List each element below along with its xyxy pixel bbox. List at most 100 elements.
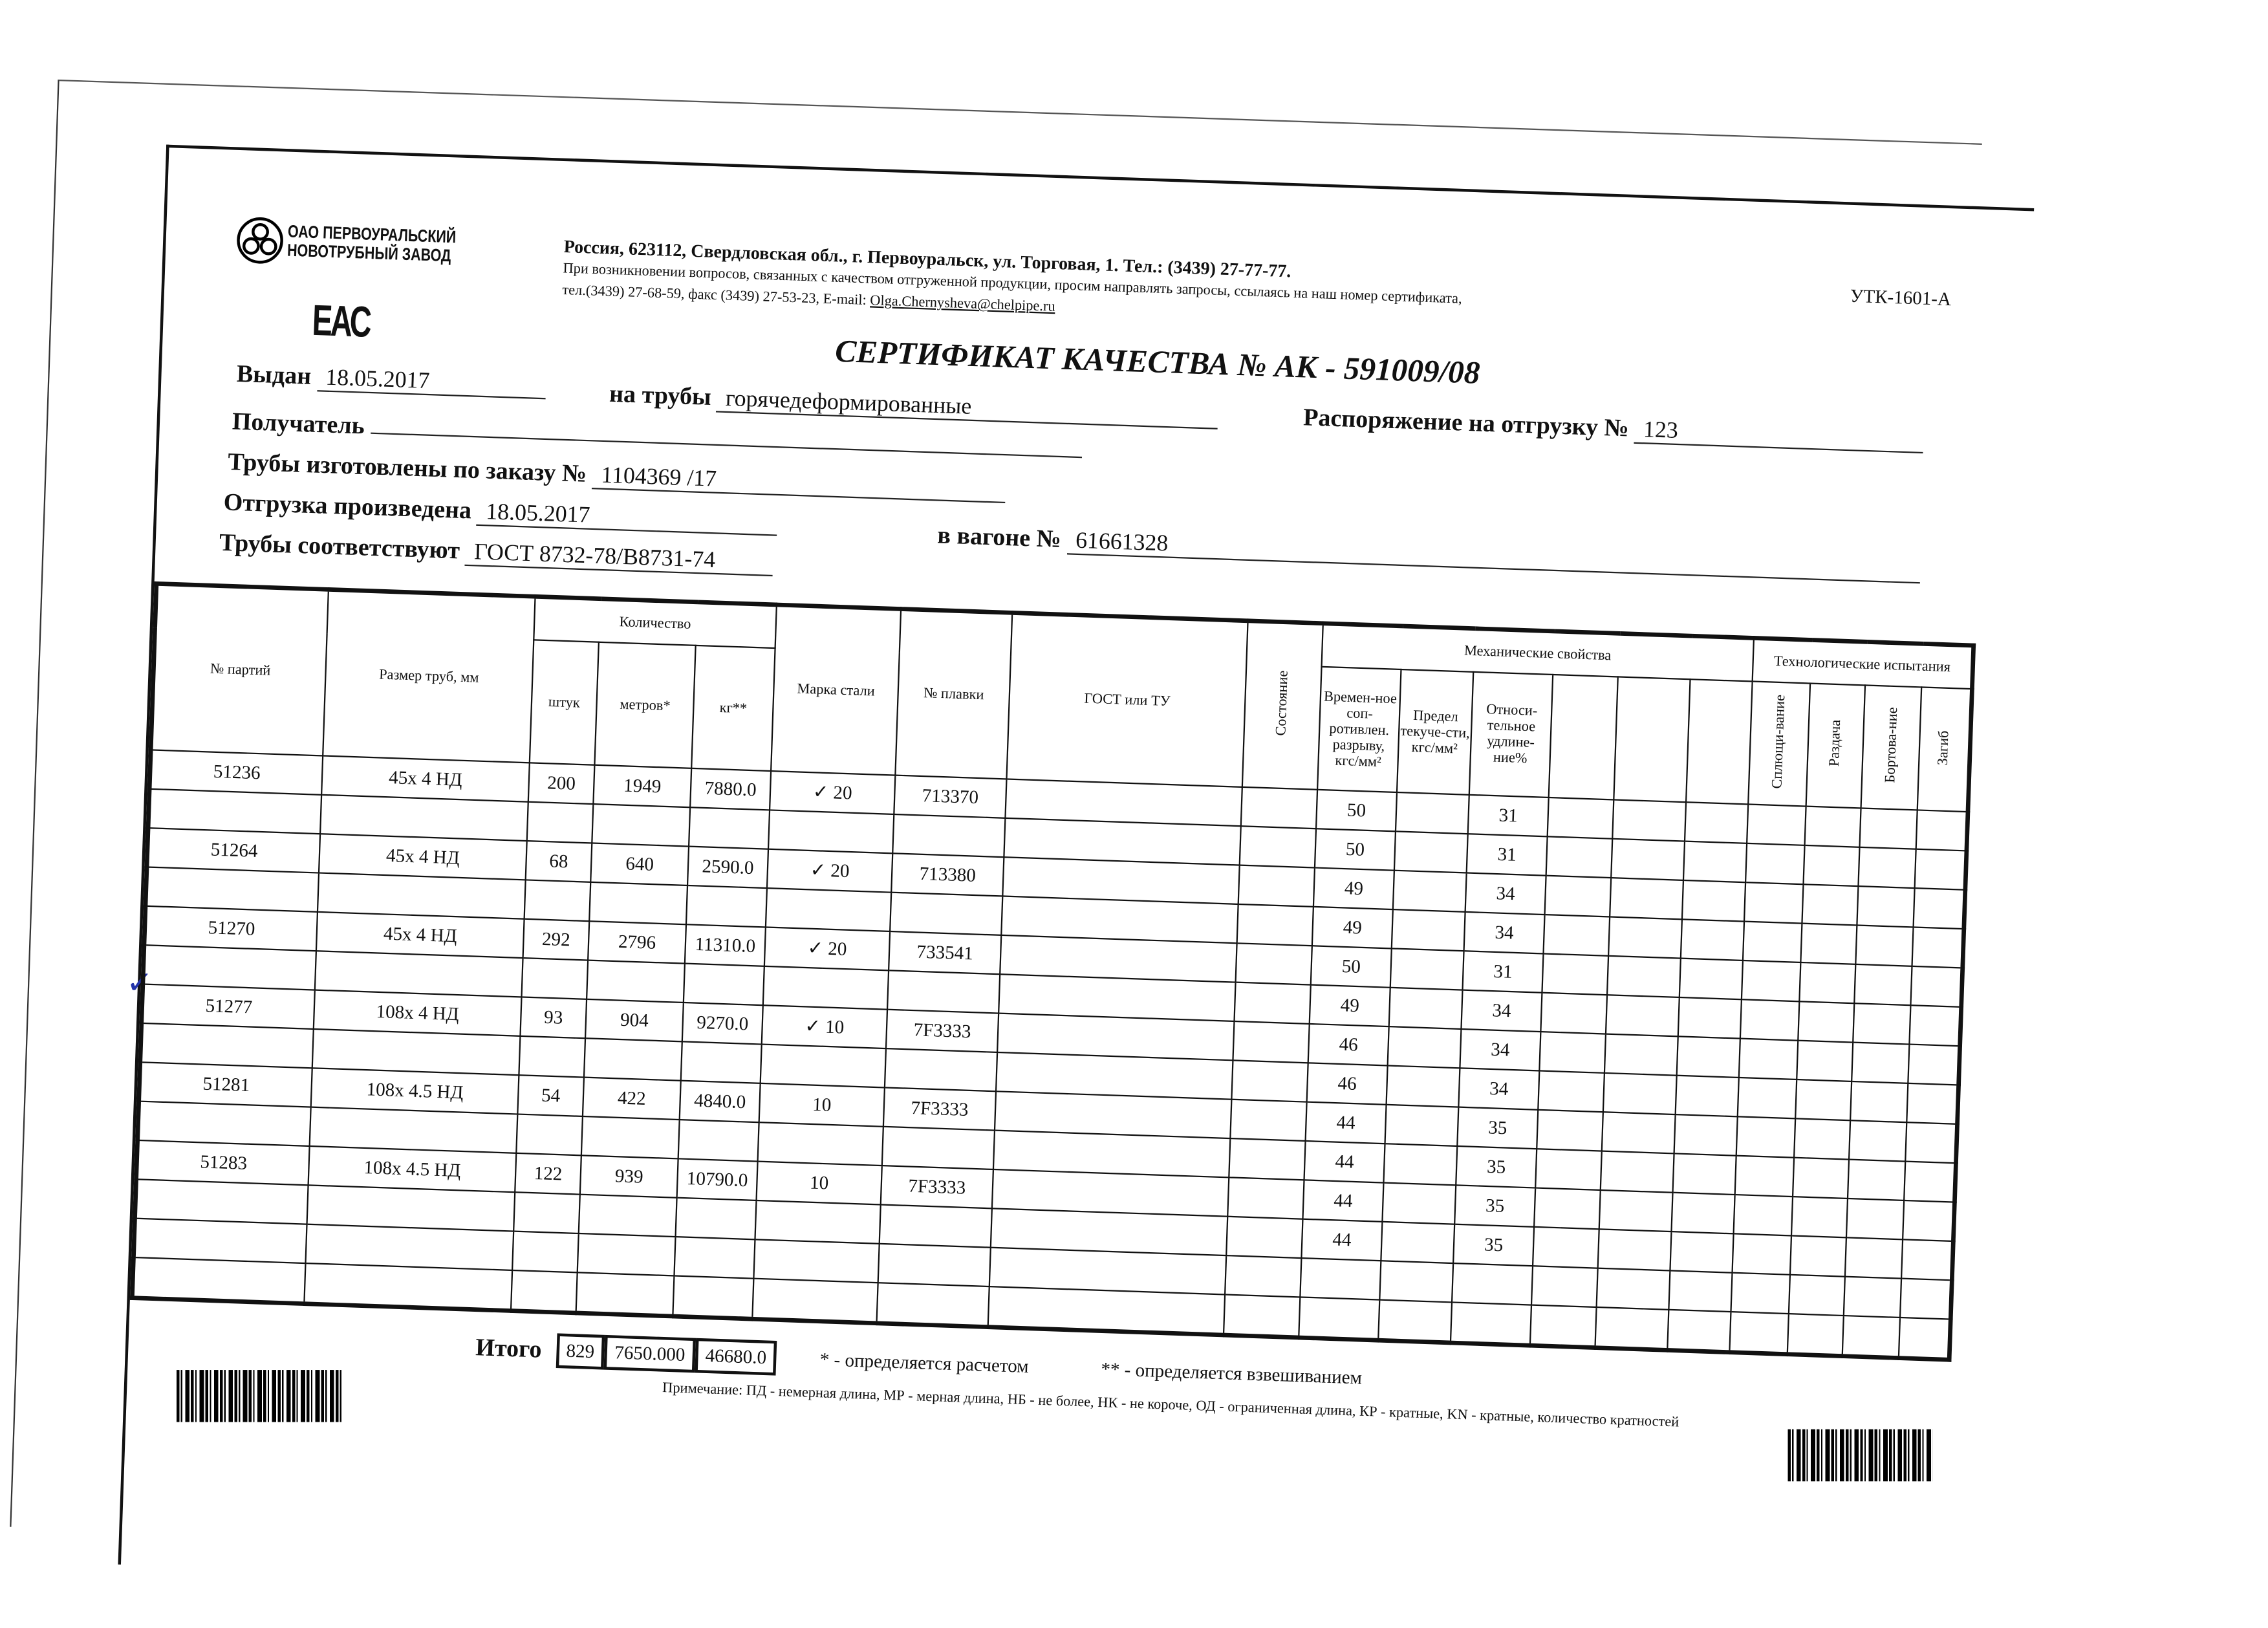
cell-steel: ✓ 20 (766, 849, 893, 893)
table-cell (1234, 982, 1311, 1024)
table-cell (1787, 1314, 1844, 1356)
table-cell (1226, 1216, 1303, 1259)
table-cell (1852, 1042, 1910, 1083)
cell-lot: 51270 (144, 906, 318, 951)
issued-field: Выдан 18.05.2017 (236, 360, 546, 400)
header-meters: метров* (594, 642, 696, 768)
cell-kg: 9270.0 (682, 1002, 763, 1045)
table-cell (1903, 1200, 1955, 1241)
header-elong: Относи-тельное удлине-ние% (1469, 671, 1553, 798)
table-cell (1611, 838, 1685, 880)
cell-steel: ✓ 20 (770, 771, 896, 814)
cell-size (307, 1185, 515, 1232)
table-cell (1789, 1235, 1846, 1277)
cell-elong: 35 (1457, 1107, 1539, 1149)
cell-meters (578, 1194, 677, 1237)
table-cell (1914, 849, 1967, 890)
cell-steel (768, 810, 894, 854)
cell-lot: 51277 (141, 984, 315, 1029)
cell-meters (587, 960, 685, 1003)
wagon-label: в вагоне № (936, 521, 1062, 553)
table-cell (1736, 1116, 1796, 1158)
cell-meters (583, 1038, 682, 1081)
cell-heat: 713370 (894, 775, 1007, 818)
cell-steel (765, 888, 892, 932)
table-cell (1674, 1114, 1738, 1156)
cell-pcs (516, 1114, 583, 1156)
cell-meters (577, 1233, 676, 1276)
table-cell (1450, 1302, 1532, 1346)
table-cell (1906, 1083, 1959, 1124)
conform-field: Трубы соответствуют ГОСТ 8732-78/В8731-7… (219, 528, 774, 577)
table-cell (1387, 1026, 1462, 1069)
cell-size (309, 1107, 518, 1153)
cell-lot: 51264 (147, 828, 321, 873)
table-cell (1681, 880, 1746, 922)
pipes-value: горячедеформированные (716, 386, 1218, 429)
cell-steel (755, 1200, 881, 1244)
header-tensile: Времен-ное соп-ротивлен. разрыву, кгс/мм… (1317, 666, 1401, 793)
table-cell (1683, 841, 1747, 883)
cell-size (317, 873, 526, 919)
table-cell (1229, 1138, 1306, 1180)
barcode-left (176, 1370, 343, 1422)
cell-lot (142, 945, 316, 990)
table-cell (1901, 1239, 1954, 1281)
table-cell (1386, 1065, 1460, 1107)
cell-heat (892, 814, 1006, 858)
cell-tensile: 44 (1305, 1102, 1387, 1144)
cell-steel (762, 966, 889, 1010)
company-logo: ОАО ПЕРВОУРАЛЬСКИЙ НОВОТРУБНЫЙ ЗАВОД (235, 215, 499, 274)
cell-elong: 35 (1456, 1145, 1537, 1188)
cell-heat (881, 1126, 995, 1169)
cell-steel (752, 1278, 878, 1323)
cell-pcs (519, 1036, 586, 1078)
header-lot: № партий (151, 583, 329, 756)
table-cell (1791, 1197, 1848, 1238)
cell-pcs: 68 (525, 841, 592, 882)
cell-heat: 7F3333 (880, 1166, 993, 1209)
cell-lot (148, 788, 322, 834)
cell-size: 45х 4 НД (316, 911, 524, 959)
cell-kg: 4840.0 (679, 1080, 761, 1123)
cell-pcs (510, 1270, 578, 1313)
cell-elong: 34 (1461, 990, 1542, 1032)
header-flare: Раздача (1806, 683, 1866, 809)
made-value: 1104369 /17 (592, 463, 1006, 504)
table-cell (1740, 999, 1800, 1041)
conform-label: Трубы соответствуют (219, 528, 460, 565)
pipes-field: на трубы горячедеформированные (609, 380, 1218, 429)
table-cell (1547, 797, 1614, 839)
cell-pcs: 122 (515, 1153, 581, 1195)
barcode-right (1787, 1429, 1933, 1482)
table-cell (1603, 1072, 1677, 1115)
eac-mark: ЕАС (311, 297, 371, 347)
cell-lot: 51236 (149, 750, 323, 795)
certificate-page: ОАО ПЕРВОУРАЛЬСКИЙ НОВОТРУБНЫЙ ЗАВОД ЕАС … (118, 144, 2035, 1628)
cell-meters: 640 (590, 843, 689, 885)
table-cell (1802, 884, 1859, 926)
table-cell (1595, 1307, 1669, 1351)
table-cell (1531, 1266, 1598, 1308)
cell-steel (757, 1122, 883, 1166)
table-cell (1844, 1237, 1903, 1279)
cell-size: 45х 4 НД (319, 834, 527, 880)
header-tech: Технологические испытания (1752, 638, 1974, 689)
table-cell (1853, 1003, 1911, 1045)
cell-tensile: 49 (1313, 867, 1394, 910)
table-cell (1788, 1274, 1845, 1316)
cell-heat: 713380 (891, 853, 1004, 896)
cell-kg (674, 1237, 755, 1279)
table-cell (1794, 1118, 1851, 1160)
table-cell (1671, 1192, 1735, 1234)
header-mech-empty (1614, 677, 1690, 803)
table-cell (1529, 1305, 1597, 1348)
cell-heat (876, 1283, 989, 1327)
cell-pcs (521, 958, 589, 999)
table-cell (1239, 826, 1317, 868)
table-cell (1237, 904, 1313, 946)
table-cell (1678, 997, 1742, 1039)
cell-meters: 1949 (593, 765, 692, 808)
cell-tensile: 50 (1314, 829, 1396, 871)
